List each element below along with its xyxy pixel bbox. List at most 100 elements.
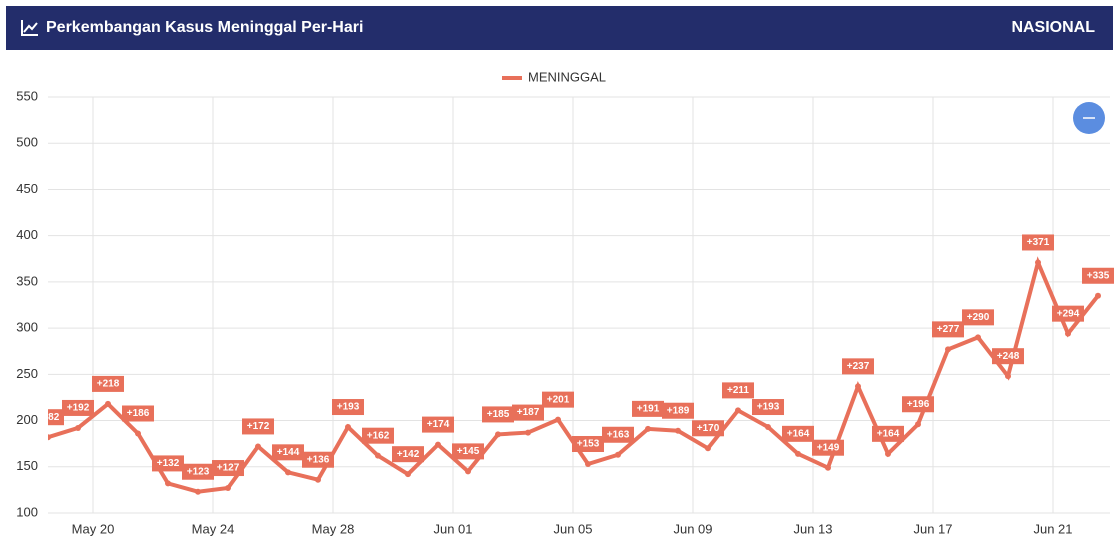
point [1005,373,1011,380]
value-label: +170 [697,423,720,434]
value-label: +132 [157,458,180,469]
value-label: +174 [427,419,450,430]
point [315,476,321,483]
value-label-box [932,321,964,338]
value-label-box [602,426,634,443]
value-label-box [48,409,64,426]
point [48,434,51,441]
y-tick-label: 300 [16,320,38,335]
value-label: +201 [547,394,570,405]
value-label-box [872,425,904,442]
y-tick-label: 350 [16,273,38,288]
value-label-box [482,406,514,423]
point [735,407,741,414]
point [375,452,381,459]
value-label-box [662,402,694,419]
value-label: +162 [367,430,390,441]
value-label: +144 [277,447,300,458]
value-label: +186 [127,408,150,419]
value-label-box [692,420,724,437]
value-label-box [992,348,1024,365]
value-label: +145 [457,446,480,457]
legend-label: MENINGGAL [528,69,606,84]
point [105,400,111,407]
title: Perkembangan Kasus Meninggal Per-Hari [46,19,364,36]
value-label: +163 [607,429,630,440]
point [225,485,231,492]
value-label: +193 [757,402,780,413]
value-label: +182 [37,412,60,423]
legend-swatch [502,76,522,80]
value-label: +192 [67,403,90,414]
x-tick-label: Jun 09 [673,521,712,536]
y-tick-label: 400 [16,227,38,242]
point [645,425,651,432]
point [1065,330,1071,337]
point [585,461,591,468]
value-label: +185 [487,409,510,420]
value-label: +294 [1057,308,1080,319]
point [135,430,141,437]
y-tick-label: 150 [16,458,38,473]
value-label-box [212,460,244,477]
y-tick-label: 550 [16,88,38,103]
point [885,450,891,457]
point [1035,259,1041,266]
value-label: +237 [847,361,870,372]
x-tick-label: Jun 05 [553,521,592,536]
x-tick-label: May 20 [72,521,115,536]
value-label-box [332,399,364,416]
value-label: +193 [337,402,360,413]
value-label-box [452,443,484,460]
value-label-box [182,463,214,480]
value-label-box [962,309,994,326]
x-tick-label: Jun 01 [433,521,472,536]
value-label-box [752,399,784,416]
value-label-box [572,436,604,453]
point [345,424,351,431]
value-label: +153 [577,439,600,450]
value-label: +211 [727,385,749,396]
point [285,469,291,476]
value-label: +248 [997,351,1020,362]
point [975,334,981,341]
x-tick-label: May 24 [192,521,235,536]
y-tick-label: 250 [16,366,38,381]
point [525,429,531,436]
y-tick-label: 200 [16,412,38,427]
value-label: +196 [907,399,930,410]
point [465,468,471,475]
point [165,480,171,487]
value-label-box [1052,305,1084,322]
value-label: +172 [247,421,270,432]
x-tick-label: May 28 [312,521,355,536]
value-label: +218 [97,379,120,390]
y-tick-label: 100 [16,504,38,519]
value-label-box [782,425,814,442]
value-label: +142 [397,449,420,460]
value-label-box [722,382,754,399]
point [435,441,441,448]
value-label-box [422,416,454,433]
value-label-box [122,405,154,422]
value-label-box [542,391,574,408]
value-label-box [242,418,274,435]
point [255,443,261,450]
value-label: +290 [967,312,990,323]
point [495,431,501,438]
value-label: +189 [667,405,690,416]
value-label: +191 [637,404,660,415]
point [855,383,861,390]
value-label: +277 [937,324,960,335]
y-tick-label: 500 [16,135,38,150]
value-label: +164 [787,428,810,439]
value-label: +149 [817,442,840,453]
value-label: +187 [517,407,540,418]
value-label-box [902,396,934,413]
value-label-box [62,399,94,416]
point [945,346,951,353]
value-label: +136 [307,454,330,465]
point [1095,292,1101,299]
